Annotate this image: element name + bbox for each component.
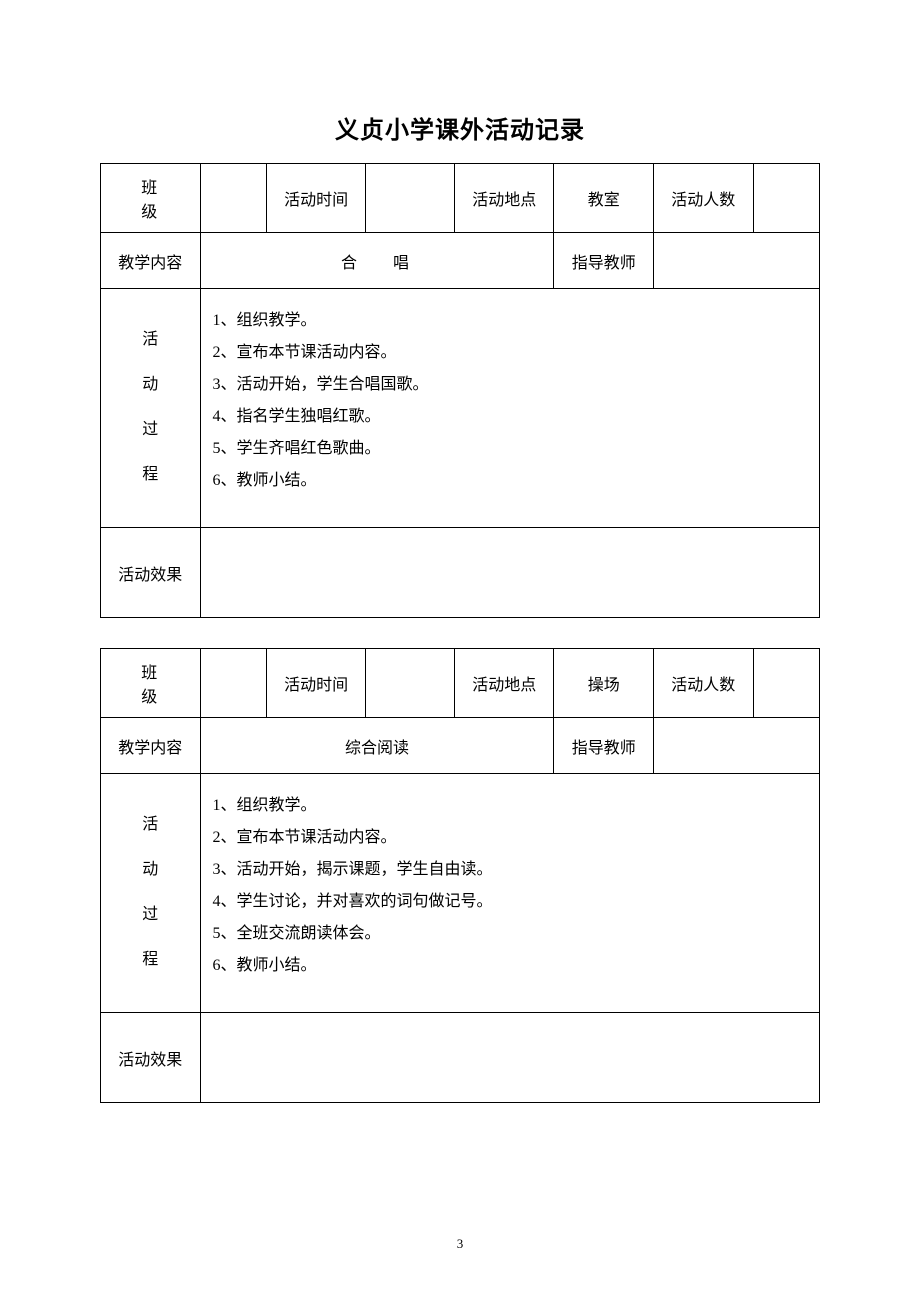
teaching-content-value: 综合阅读 (200, 718, 554, 774)
table-row: 活 动 过 程 1、组织教学。 2、宣布本节课活动内容。 3、活动开始，学生合唱… (101, 289, 820, 528)
page-number: 3 (0, 1236, 920, 1252)
activity-process-content: 1、组织教学。 2、宣布本节课活动内容。 3、活动开始，揭示课题，学生自由读。 … (200, 774, 819, 1013)
teaching-content-value: 合 唱 (200, 233, 554, 289)
guide-teacher-value (654, 718, 820, 774)
table-row: 活动效果 (101, 528, 820, 618)
teaching-content-label: 教学内容 (101, 718, 201, 774)
activity-place-label: 活动地点 (454, 164, 554, 233)
activity-table-1: 班 级 活动时间 活动地点 教室 活动人数 教学内容 合 唱 指导教师 活 动 … (100, 163, 820, 618)
activity-time-value (366, 164, 454, 233)
class-value (200, 649, 266, 718)
class-label: 班 级 (101, 649, 201, 718)
guide-teacher-label: 指导教师 (554, 233, 654, 289)
activity-effect-label: 活动效果 (101, 528, 201, 618)
activity-process-label: 活 动 过 程 (101, 774, 201, 1013)
activity-effect-value (200, 1013, 819, 1103)
activity-people-value (753, 649, 819, 718)
activity-place-value: 教室 (554, 164, 654, 233)
activity-process-label: 活 动 过 程 (101, 289, 201, 528)
activity-time-value (366, 649, 454, 718)
page-title: 义贞小学课外活动记录 (100, 110, 820, 145)
activity-effect-label: 活动效果 (101, 1013, 201, 1103)
class-value (200, 164, 266, 233)
class-label: 班 级 (101, 164, 201, 233)
activity-people-value (753, 164, 819, 233)
activity-effect-value (200, 528, 819, 618)
table-row: 教学内容 综合阅读 指导教师 (101, 718, 820, 774)
activity-time-label: 活动时间 (266, 164, 366, 233)
table-row: 教学内容 合 唱 指导教师 (101, 233, 820, 289)
table-row: 活动效果 (101, 1013, 820, 1103)
table-row: 班 级 活动时间 活动地点 教室 活动人数 (101, 164, 820, 233)
teaching-content-label: 教学内容 (101, 233, 201, 289)
activity-people-label: 活动人数 (654, 164, 754, 233)
table-row: 班 级 活动时间 活动地点 操场 活动人数 (101, 649, 820, 718)
table-row: 活 动 过 程 1、组织教学。 2、宣布本节课活动内容。 3、活动开始，揭示课题… (101, 774, 820, 1013)
activity-time-label: 活动时间 (266, 649, 366, 718)
activity-place-label: 活动地点 (454, 649, 554, 718)
activity-table-2: 班 级 活动时间 活动地点 操场 活动人数 教学内容 综合阅读 指导教师 活 动… (100, 648, 820, 1103)
activity-people-label: 活动人数 (654, 649, 754, 718)
guide-teacher-label: 指导教师 (554, 718, 654, 774)
guide-teacher-value (654, 233, 820, 289)
activity-process-content: 1、组织教学。 2、宣布本节课活动内容。 3、活动开始，学生合唱国歌。 4、指名… (200, 289, 819, 528)
activity-place-value: 操场 (554, 649, 654, 718)
